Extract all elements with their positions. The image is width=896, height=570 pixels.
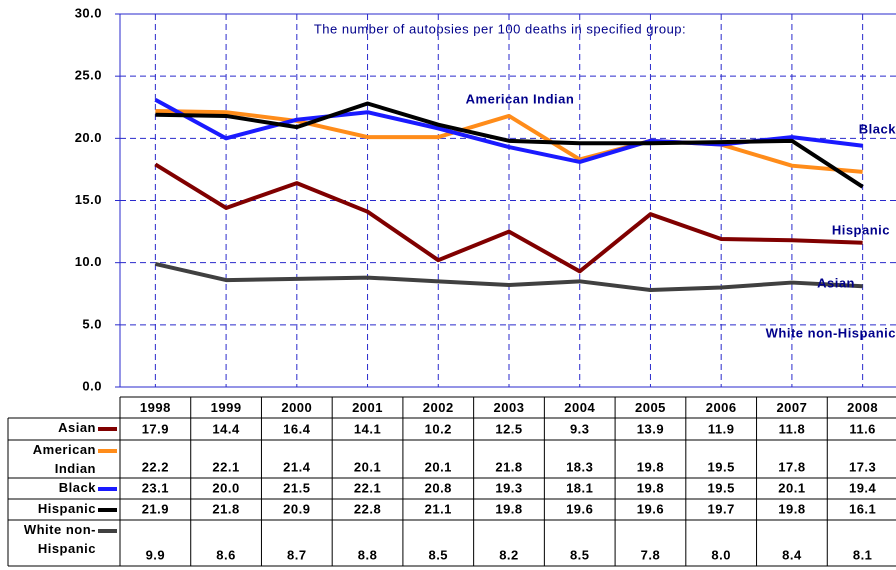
- x-tick-label: 2005: [635, 400, 666, 415]
- y-tick-label: 0.0: [82, 378, 102, 393]
- table-cell: 16.1: [849, 501, 876, 516]
- table-cell: 8.1: [853, 547, 873, 562]
- table-cell: 20.1: [354, 459, 381, 474]
- row-label-line: White non-: [24, 522, 96, 537]
- row-label: Hispanic: [38, 501, 96, 516]
- table-cell: 8.5: [428, 547, 448, 562]
- series-annotation: Black: [859, 121, 896, 136]
- x-tick-label: 2004: [564, 400, 595, 415]
- series-annotation: Asian: [817, 275, 855, 290]
- table-cell: 22.8: [354, 501, 381, 516]
- table-cell: 19.8: [637, 459, 664, 474]
- table-cell: 17.9: [142, 421, 169, 436]
- x-tick-label: 2002: [423, 400, 454, 415]
- table-cell: 13.9: [637, 421, 664, 436]
- row-label: Black: [59, 480, 96, 495]
- table-cell: 20.1: [778, 480, 805, 495]
- table-cell: 20.8: [425, 480, 452, 495]
- x-tick-label: 1998: [140, 400, 171, 415]
- chart-subtitle: The number of autopsies per 100 deaths i…: [314, 21, 686, 36]
- table-cell: 11.8: [779, 421, 806, 436]
- table-cell: 19.6: [566, 501, 593, 516]
- table-cell: 20.0: [212, 480, 239, 495]
- table-cell: 22.1: [212, 459, 239, 474]
- x-tick-label: 2003: [494, 400, 525, 415]
- x-tick-label: 2006: [706, 400, 737, 415]
- table-cell: 20.9: [283, 501, 310, 516]
- table-cell: 12.5: [495, 421, 522, 436]
- table-cell: 21.9: [142, 501, 169, 516]
- table-cell: 7.8: [641, 547, 661, 562]
- x-tick-label: 2007: [776, 400, 807, 415]
- row-label-line: Asian: [58, 420, 96, 435]
- table-cell: 16.4: [283, 421, 311, 436]
- table-cell: 8.6: [216, 547, 236, 562]
- table-cell: 11.9: [708, 421, 735, 436]
- x-tick-label: 2000: [281, 400, 312, 415]
- row-label-line: Hispanic: [38, 541, 96, 556]
- table-cell: 19.5: [708, 480, 735, 495]
- y-tick-label: 10.0: [75, 254, 102, 269]
- table-cell: 21.8: [212, 501, 239, 516]
- line: [154, 261, 863, 293]
- plot-border: [119, 13, 896, 388]
- x-tick-label: 1999: [211, 400, 242, 415]
- x-tick-label: 2008: [847, 400, 878, 415]
- table-cell: 8.0: [711, 547, 731, 562]
- table-cell: 19.8: [778, 501, 805, 516]
- line: [155, 108, 863, 174]
- y-tick-label: 5.0: [82, 316, 102, 331]
- row-label-line: Indian: [55, 461, 96, 476]
- table-cell: 22.2: [142, 459, 169, 474]
- table-cell: 21.5: [283, 480, 310, 495]
- table-cell: 22.1: [354, 480, 381, 495]
- table-cell: 19.7: [708, 501, 735, 516]
- table-cell: 8.5: [570, 547, 590, 562]
- table-cell: 8.2: [499, 547, 519, 562]
- table-cell: 19.6: [637, 501, 664, 516]
- table-cell: 23.1: [142, 480, 169, 495]
- y-tick-label: 15.0: [75, 192, 102, 207]
- table-cell: 8.7: [287, 547, 307, 562]
- y-tick-label: 30.0: [75, 5, 102, 20]
- table-cell: 19.3: [495, 480, 522, 495]
- table-cell: 18.1: [566, 480, 593, 495]
- row-label-line: Hispanic: [38, 501, 96, 516]
- line: [154, 162, 863, 274]
- table-cell: 19.5: [708, 459, 735, 474]
- table-cell: 8.8: [358, 547, 378, 562]
- table-cell: 21.8: [495, 459, 522, 474]
- table-cell: 19.4: [849, 480, 877, 495]
- table-cell: 17.3: [849, 459, 876, 474]
- row-label: Asian: [58, 420, 96, 435]
- table-cell: 11.6: [849, 421, 876, 436]
- row-label: White non- Hispanic: [24, 522, 96, 556]
- table-cell: 19.8: [495, 501, 522, 516]
- table-cell: 21.1: [425, 501, 452, 516]
- row-label-line: Black: [59, 480, 96, 495]
- series-annotation: American Indian: [466, 91, 575, 106]
- x-tick-label: 2001: [352, 400, 383, 415]
- table-cell: 9.9: [146, 547, 166, 562]
- table-cell: 8.4: [782, 547, 802, 562]
- table-cell: 17.8: [778, 459, 805, 474]
- table-cell: 18.3: [566, 459, 593, 474]
- table-cell: 19.8: [637, 480, 664, 495]
- series-annotation: White non-Hispanic: [766, 325, 896, 340]
- series-annotation: Hispanic: [832, 222, 890, 237]
- y-tick-label: 20.0: [75, 130, 102, 145]
- row-label: American Indian: [33, 442, 96, 476]
- table-cell: 9.3: [570, 421, 590, 436]
- line: [155, 101, 864, 189]
- table-cell: 20.1: [425, 459, 452, 474]
- table-cell: 14.1: [354, 421, 381, 436]
- table-cell: 21.4: [283, 459, 311, 474]
- y-tick-label: 25.0: [75, 68, 102, 83]
- table-cell: 10.2: [425, 421, 452, 436]
- table-cell: 14.4: [212, 421, 240, 436]
- row-label-line: American: [33, 442, 96, 457]
